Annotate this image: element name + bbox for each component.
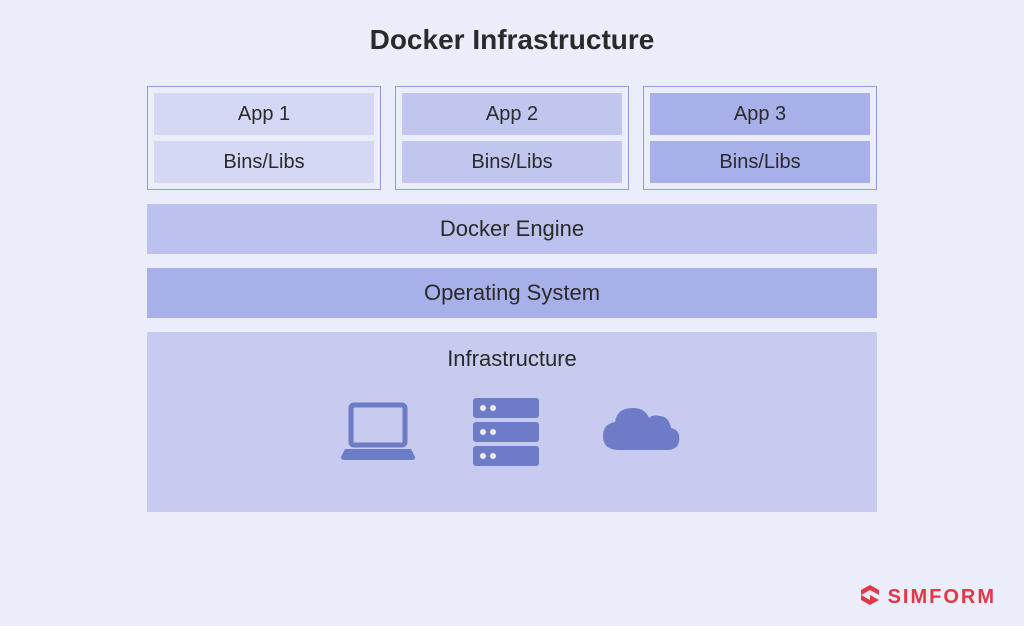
app-1-cell: App 1 (154, 93, 374, 135)
infrastructure-label: Infrastructure (447, 346, 577, 372)
libs-2-cell: Bins/Libs (402, 141, 622, 183)
app-3-cell: App 3 (650, 93, 870, 135)
server-icon (467, 394, 545, 475)
libs-3-cell: Bins/Libs (650, 141, 870, 183)
container-2: App 2 Bins/Libs (395, 86, 629, 190)
operating-system-layer: Operating System (147, 268, 877, 318)
container-3: App 3 Bins/Libs (643, 86, 877, 190)
container-1: App 1 Bins/Libs (147, 86, 381, 190)
simform-logo-icon (858, 583, 882, 612)
cloud-icon (595, 402, 685, 467)
containers-row: App 1 Bins/Libs App 2 Bins/Libs App 3 Bi… (147, 86, 877, 190)
app-2-cell: App 2 (402, 93, 622, 135)
docker-engine-layer: Docker Engine (147, 204, 877, 254)
infrastructure-layer: Infrastructure (147, 332, 877, 512)
diagram-title: Docker Infrastructure (0, 0, 1024, 56)
architecture-stack: App 1 Bins/Libs App 2 Bins/Libs App 3 Bi… (147, 86, 877, 512)
laptop-icon (339, 397, 417, 472)
libs-1-cell: Bins/Libs (154, 141, 374, 183)
brand-name: SIMFORM (888, 586, 996, 609)
infrastructure-icons (339, 394, 685, 475)
brand-logo: SIMFORM (858, 583, 996, 612)
